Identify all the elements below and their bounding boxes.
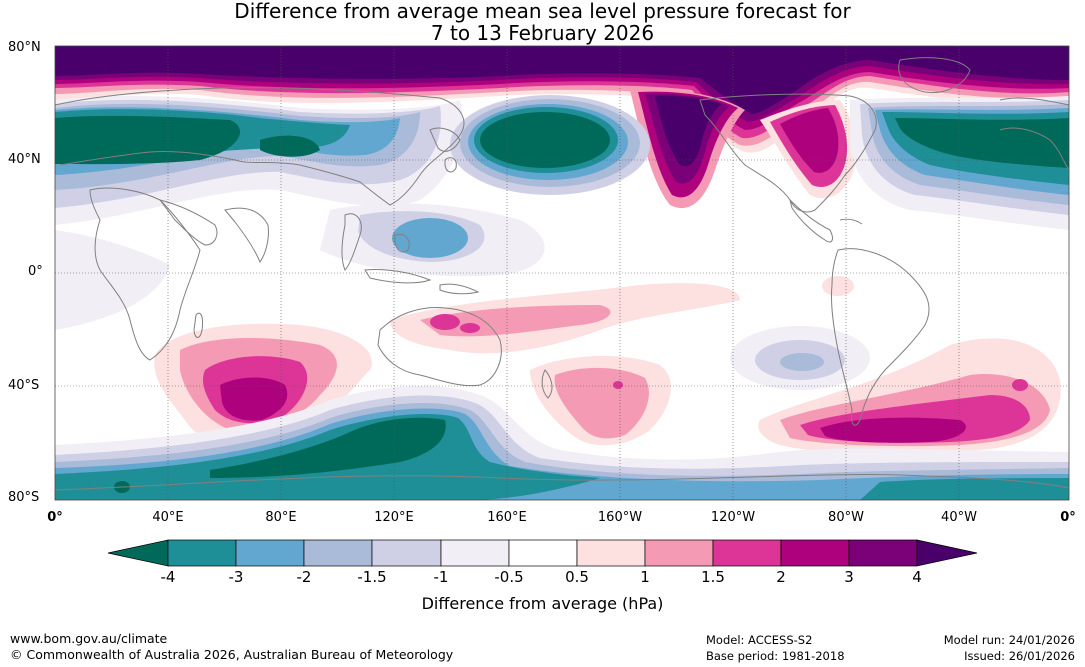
footer-left: www.bom.gov.au/climate © Commonwealth of… (10, 631, 453, 663)
southeast-pacific-negative-anomaly (730, 326, 870, 390)
north-atlantic-negative-anomaly (850, 96, 1069, 230)
lon-label-160w: 160°W (597, 510, 643, 525)
north-pacific-negative-anomaly (450, 95, 650, 195)
lat-label-40n: 40°N (8, 152, 41, 167)
colorbar-tick: 0.5 (565, 568, 589, 586)
source-url: www.bom.gov.au/climate (10, 631, 168, 646)
lat-label-80n: 80°N (8, 40, 41, 55)
colorbar-label: Difference from average (hPa) (421, 594, 664, 613)
footer-model-info: Model: ACCESS-S2 Base period: 1981-2018 (706, 632, 845, 664)
colorbar-tick: -1 (433, 568, 449, 586)
colorbar-tick: -4 (160, 568, 176, 586)
south-atlantic-positive-anomaly (758, 338, 1061, 454)
colorbar-tick: 3 (844, 568, 854, 586)
eurasia-negative-anomaly (55, 95, 463, 226)
lon-label-40e: 40°E (152, 510, 184, 525)
model-name: Model: ACCESS-S2 (706, 633, 813, 647)
southern-ocean-negative-anomaly (55, 385, 1069, 500)
colorbar-tick: 1 (640, 568, 650, 586)
lon-label-120w: 120°W (710, 510, 756, 525)
map-title-line-2: 7 to 13 February 2026 (430, 21, 655, 45)
lon-label-120e: 120°E (374, 510, 414, 525)
colorbar-tick: -1.5 (357, 568, 387, 586)
copyright-text: © Commonwealth of Australia 2026, Austra… (10, 647, 454, 662)
gridlines (55, 46, 1069, 500)
west-pacific-negative-anomaly (55, 203, 545, 330)
issued-date: Issued: 26/01/2026 (964, 649, 1075, 663)
lon-label-80e: 80°E (265, 510, 297, 525)
arctic-positive-anomaly (55, 46, 1069, 209)
coastlines (55, 57, 1069, 491)
south-pacific-positive-anomaly (530, 355, 671, 446)
lon-label-0-left: 0° (47, 510, 63, 525)
lat-label-40s: 40°S (8, 378, 40, 393)
colorbar-tick: -2 (296, 568, 312, 586)
map-frame (54, 45, 1070, 501)
colorbar-tick: 4 (912, 568, 922, 586)
colorbar-tick: -3 (228, 568, 244, 586)
lat-label-equator: 0° (28, 264, 43, 279)
colorbar-tick: 2 (776, 568, 786, 586)
lat-label-80s: 80°S (8, 490, 40, 505)
colorbar-tick: -0.5 (494, 568, 524, 586)
map-title-line-1: Difference from average mean sea level p… (234, 0, 851, 23)
lon-label-0-right: 0° (1060, 510, 1076, 525)
lon-label-40w: 40°W (941, 510, 977, 525)
lon-label-160e: 160°E (487, 510, 527, 525)
colorbar-tick: 1.5 (701, 568, 725, 586)
base-period: Base period: 1981-2018 (706, 649, 845, 663)
lon-label-80w: 80°W (828, 510, 864, 525)
model-run-date: Model run: 24/01/2026 (943, 633, 1075, 647)
footer-run-info: Model run: 24/01/2026 Issued: 26/01/2026 (944, 632, 1075, 664)
